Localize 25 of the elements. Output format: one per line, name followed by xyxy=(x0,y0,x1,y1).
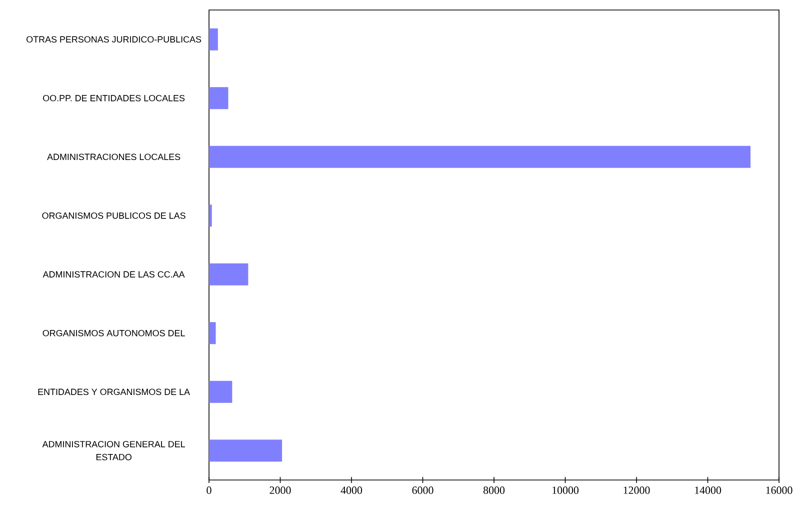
y-tick-label: ADMINISTRACION DE LAS CC.AA xyxy=(42,271,185,278)
x-tick-label: 16000 xyxy=(766,486,792,494)
y-tick-label: OO.PP. DE ENTIDADES LOCALES xyxy=(43,94,185,102)
x-tick-label: 6000 xyxy=(412,486,434,494)
y-tick-label: ORGANISMOS AUTONOMOS DEL xyxy=(42,330,185,336)
y-tick-label: ORGANISMOS PUBLICOS DE LAS xyxy=(42,212,186,219)
y-tick-label: ADMINISTRACIONES LOCALES xyxy=(47,154,180,160)
bar xyxy=(209,146,751,168)
bar xyxy=(209,263,248,286)
x-tick-label: 10000 xyxy=(552,486,579,494)
bar xyxy=(209,380,232,403)
x-tick-label: 12000 xyxy=(624,486,650,494)
bar xyxy=(209,204,212,227)
x-tick-label: 2000 xyxy=(270,486,291,494)
x-tick-label: 4000 xyxy=(340,486,362,494)
x-tick-label: 14000 xyxy=(695,486,722,494)
y-tick-label: ENTIDADES Y ORGANISMOS DE LA xyxy=(38,388,190,396)
x-tick-label: 0 xyxy=(206,486,212,494)
bar xyxy=(209,28,218,50)
y-tick-label: ADMINISTRACION GENERAL DEL ESTADO xyxy=(42,440,185,460)
bar xyxy=(209,322,216,344)
y-tick-label: OTRAS PERSONAS JURIDICO-PUBLICAS xyxy=(26,36,202,43)
x-tick-label: 8000 xyxy=(483,486,505,494)
bar xyxy=(209,440,282,462)
bar xyxy=(209,87,228,110)
